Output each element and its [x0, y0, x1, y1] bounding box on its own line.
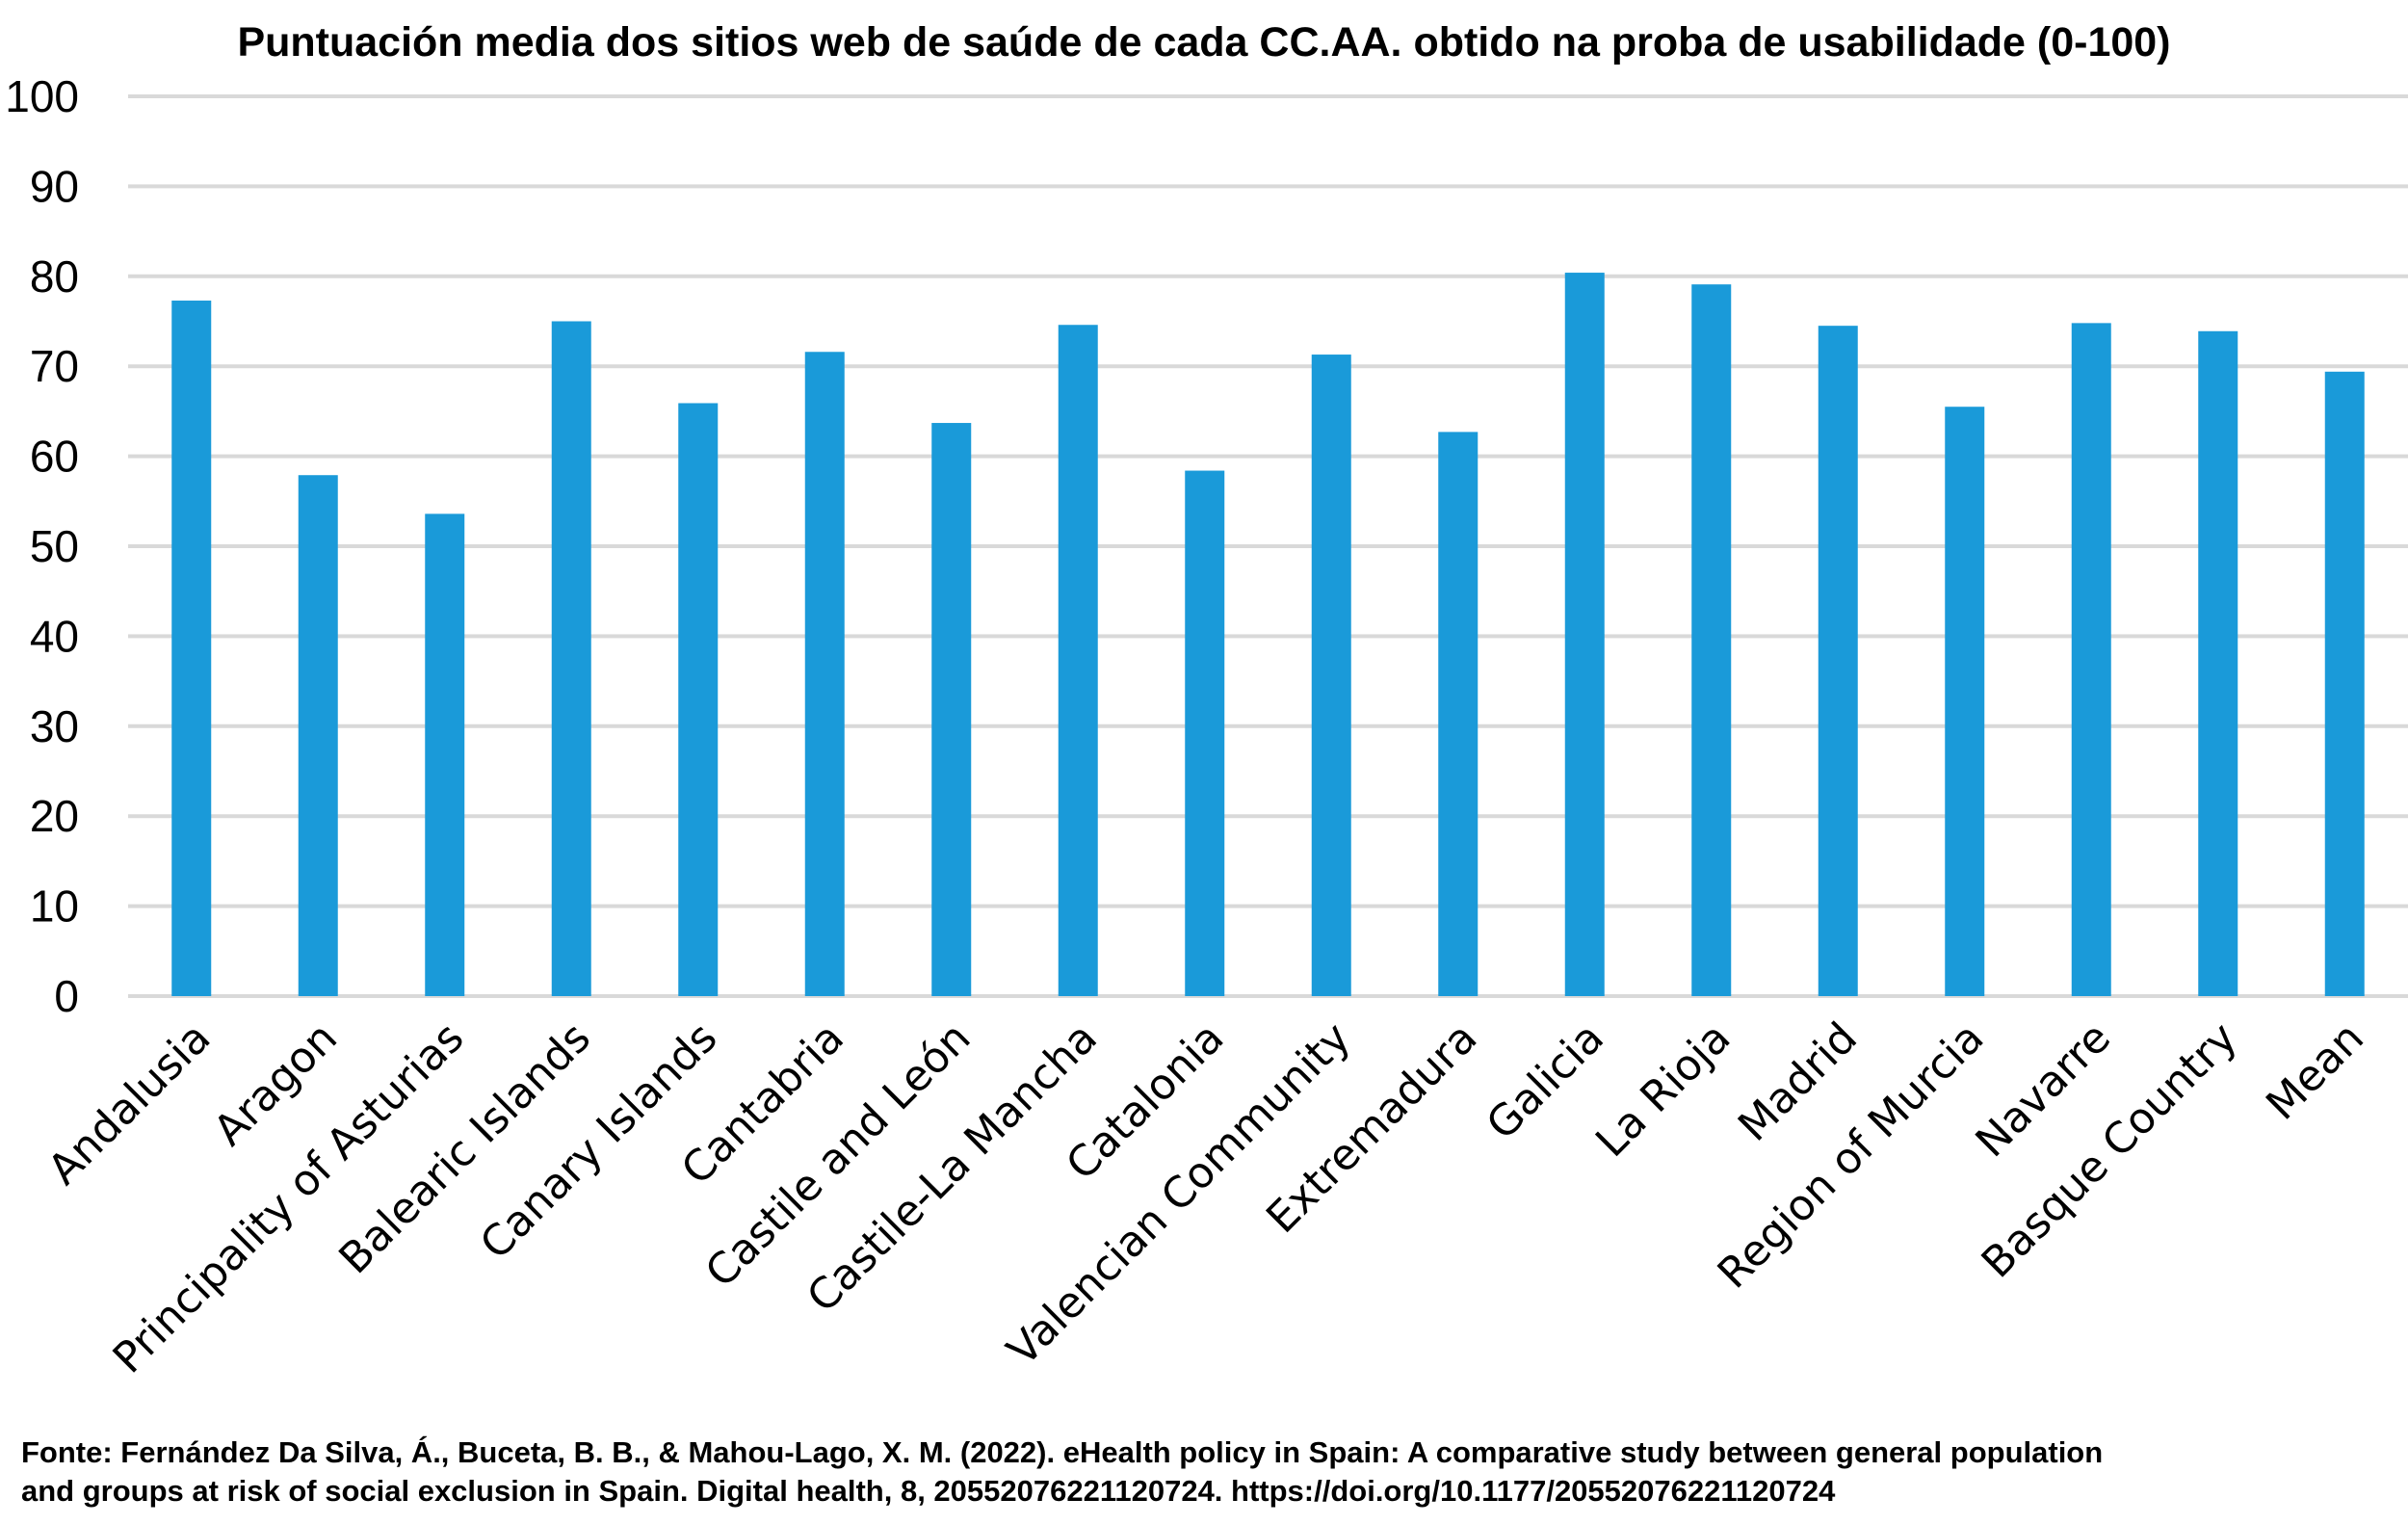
y-tick-label: 10 [30, 881, 79, 932]
source-line-1: Fonte: Fernández Da Silva, Á., Buceta, B… [21, 1435, 2103, 1469]
bar [1058, 325, 1098, 997]
bar [678, 403, 719, 996]
x-tick-label: La Rioja [1586, 1013, 1740, 1167]
y-tick-label: 40 [30, 611, 79, 661]
bar [931, 423, 972, 996]
y-tick-label: 50 [30, 521, 79, 571]
chart-title: Puntuación media dos sitios web de saúde… [237, 19, 2170, 66]
source-line-2: and groups at risk of social exclusion i… [21, 1474, 1836, 1508]
y-tick-label: 20 [30, 791, 79, 841]
y-tick-label: 30 [30, 701, 79, 751]
x-tick-label: Canary Islands [471, 1013, 727, 1270]
y-tick-label: 80 [30, 251, 79, 302]
bar [1185, 470, 1225, 996]
bar [1691, 284, 1732, 996]
bar [171, 301, 212, 996]
bar [1945, 407, 1985, 997]
y-axis: 0 10 20 30 40 50 60 70 80 90 100 [5, 71, 79, 1021]
x-tick-label: Andalusia [39, 1013, 220, 1195]
bar [2324, 371, 2365, 997]
bar [804, 352, 845, 997]
x-tick-label: Mean [2257, 1013, 2373, 1130]
bar [2071, 323, 2111, 996]
bar [1311, 355, 1351, 997]
gridlines [128, 94, 2408, 998]
y-tick-label: 0 [54, 971, 79, 1021]
bar [1438, 432, 1479, 997]
y-tick-label: 100 [5, 71, 79, 121]
bars [171, 273, 2365, 997]
bar [551, 321, 591, 996]
y-tick-label: 70 [30, 341, 79, 391]
bar [425, 513, 465, 996]
bar [298, 475, 338, 996]
bar [2198, 330, 2238, 996]
bar [1818, 326, 1858, 996]
y-tick-label: 90 [30, 161, 79, 211]
y-tick-label: 60 [30, 432, 79, 482]
bar [1564, 273, 1605, 997]
